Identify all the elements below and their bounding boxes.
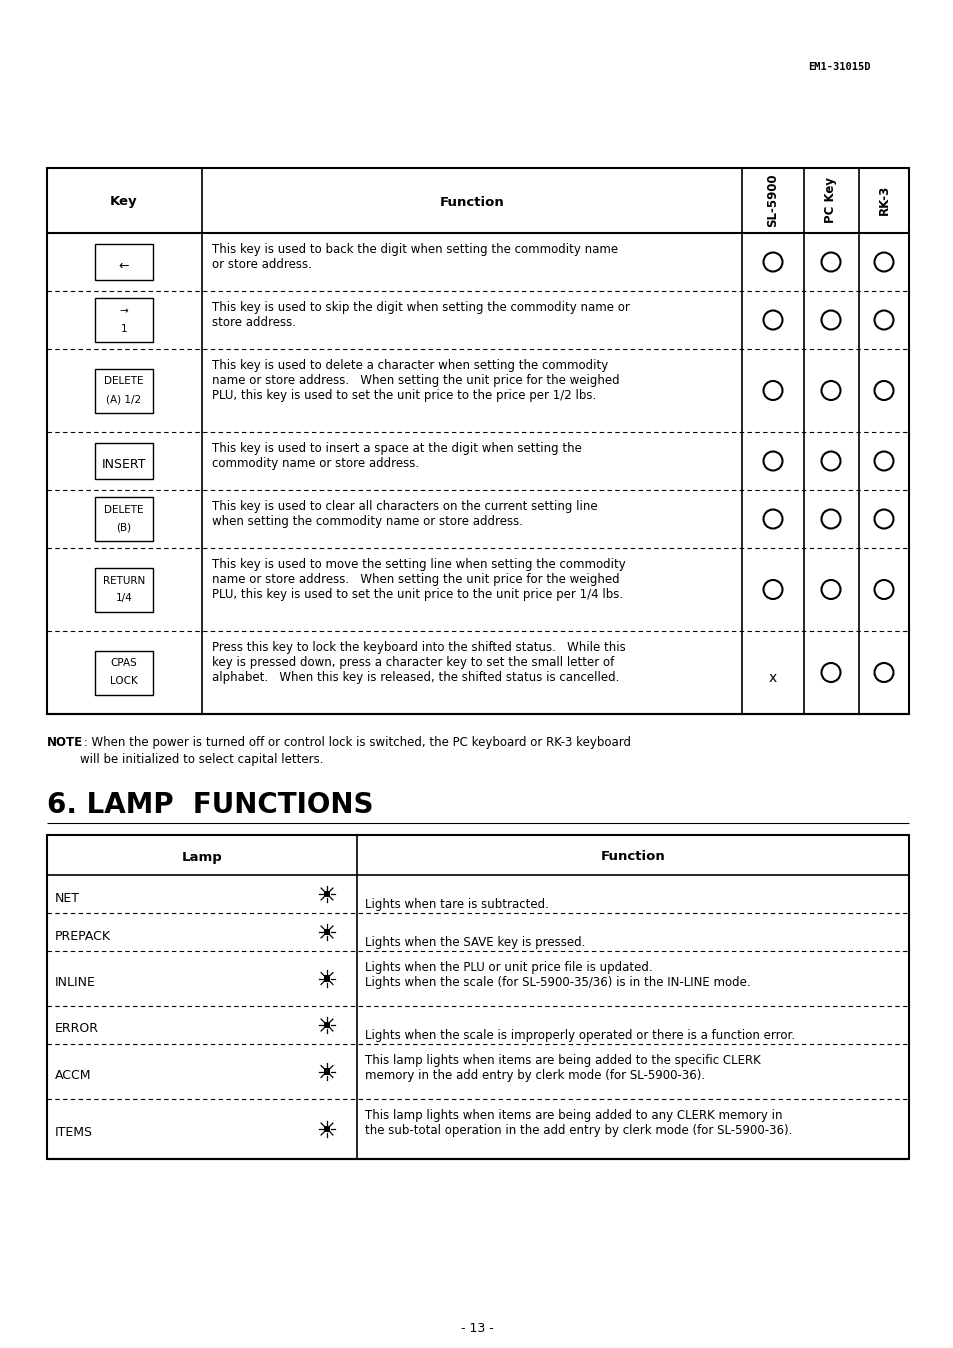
Text: : When the power is turned off or control lock is switched, the PC keyboard or R: : When the power is turned off or contro…: [80, 736, 630, 749]
Text: Lamp: Lamp: [181, 851, 222, 864]
Text: This key is used to delete a character when setting the commodity
name or store : This key is used to delete a character w…: [212, 359, 619, 402]
Bar: [324, 1069, 330, 1074]
Bar: [324, 1022, 330, 1029]
Bar: [324, 891, 330, 896]
Text: PREPACK: PREPACK: [55, 930, 111, 942]
Bar: [95, 568, 152, 612]
Text: Lights when the scale is improperly operated or there is a function error.: Lights when the scale is improperly oper…: [365, 1029, 794, 1042]
Text: This lamp lights when items are being added to any CLERK memory in
the sub-total: This lamp lights when items are being ad…: [365, 1109, 792, 1136]
Bar: [95, 368, 152, 412]
Text: This lamp lights when items are being added to the specific CLERK
memory in the : This lamp lights when items are being ad…: [365, 1054, 760, 1082]
Text: NET: NET: [55, 891, 80, 905]
Text: ITEMS: ITEMS: [55, 1127, 92, 1139]
Text: RETURN: RETURN: [103, 576, 145, 585]
Text: NOTE: NOTE: [47, 736, 83, 749]
Text: PC Key: PC Key: [823, 177, 837, 222]
Bar: [95, 497, 152, 541]
Bar: [95, 244, 152, 280]
Bar: [47, 834, 908, 1159]
Bar: [95, 298, 152, 342]
Text: Lights when the PLU or unit price file is updated.
Lights when the scale (for SL: Lights when the PLU or unit price file i…: [365, 961, 750, 989]
Text: Key: Key: [111, 195, 137, 209]
Text: →: →: [119, 306, 129, 315]
Text: 6. LAMP  FUNCTIONS: 6. LAMP FUNCTIONS: [47, 791, 374, 820]
Text: EM1-31015D: EM1-31015D: [807, 62, 869, 71]
Text: will be initialized to select capital letters.: will be initialized to select capital le…: [80, 754, 323, 766]
Text: CPAS: CPAS: [111, 659, 137, 669]
Text: Press this key to lock the keyboard into the shifted status.   While this
key is: Press this key to lock the keyboard into…: [212, 642, 625, 683]
Bar: [47, 168, 908, 714]
Text: DELETE: DELETE: [104, 376, 144, 387]
Text: - 13 -: - 13 -: [460, 1322, 493, 1335]
Text: ACCM: ACCM: [55, 1069, 91, 1082]
Text: This key is used to back the digit when setting the commodity name
or store addr: This key is used to back the digit when …: [212, 243, 618, 271]
Text: RK-3: RK-3: [877, 185, 889, 216]
Text: ←: ←: [118, 260, 129, 272]
Text: LOCK: LOCK: [110, 677, 138, 686]
Text: This key is used to skip the digit when setting the commodity name or
store addr: This key is used to skip the digit when …: [212, 301, 629, 329]
Text: Function: Function: [600, 851, 664, 864]
Text: SL-5900: SL-5900: [765, 173, 779, 226]
Text: 1: 1: [121, 324, 127, 334]
Text: Lights when tare is subtracted.: Lights when tare is subtracted.: [365, 898, 548, 911]
Text: DELETE: DELETE: [104, 506, 144, 515]
Text: ERROR: ERROR: [55, 1023, 99, 1035]
Bar: [95, 651, 152, 694]
Bar: [95, 443, 152, 479]
Text: x: x: [768, 670, 777, 685]
Bar: [324, 976, 330, 981]
Text: 1/4: 1/4: [115, 593, 132, 604]
Text: This key is used to clear all characters on the current setting line
when settin: This key is used to clear all characters…: [212, 500, 597, 528]
Bar: [324, 929, 330, 936]
Text: INSERT: INSERT: [102, 458, 146, 472]
Text: This key is used to insert a space at the digit when setting the
commodity name : This key is used to insert a space at th…: [212, 442, 581, 470]
Text: This key is used to move the setting line when setting the commodity
name or sto: This key is used to move the setting lin…: [212, 558, 625, 601]
Text: (A) 1/2: (A) 1/2: [107, 395, 141, 404]
Text: Function: Function: [439, 195, 504, 209]
Bar: [324, 1126, 330, 1132]
Text: Lights when the SAVE key is pressed.: Lights when the SAVE key is pressed.: [365, 936, 585, 949]
Text: (B): (B): [116, 523, 132, 532]
Text: INLINE: INLINE: [55, 976, 95, 989]
